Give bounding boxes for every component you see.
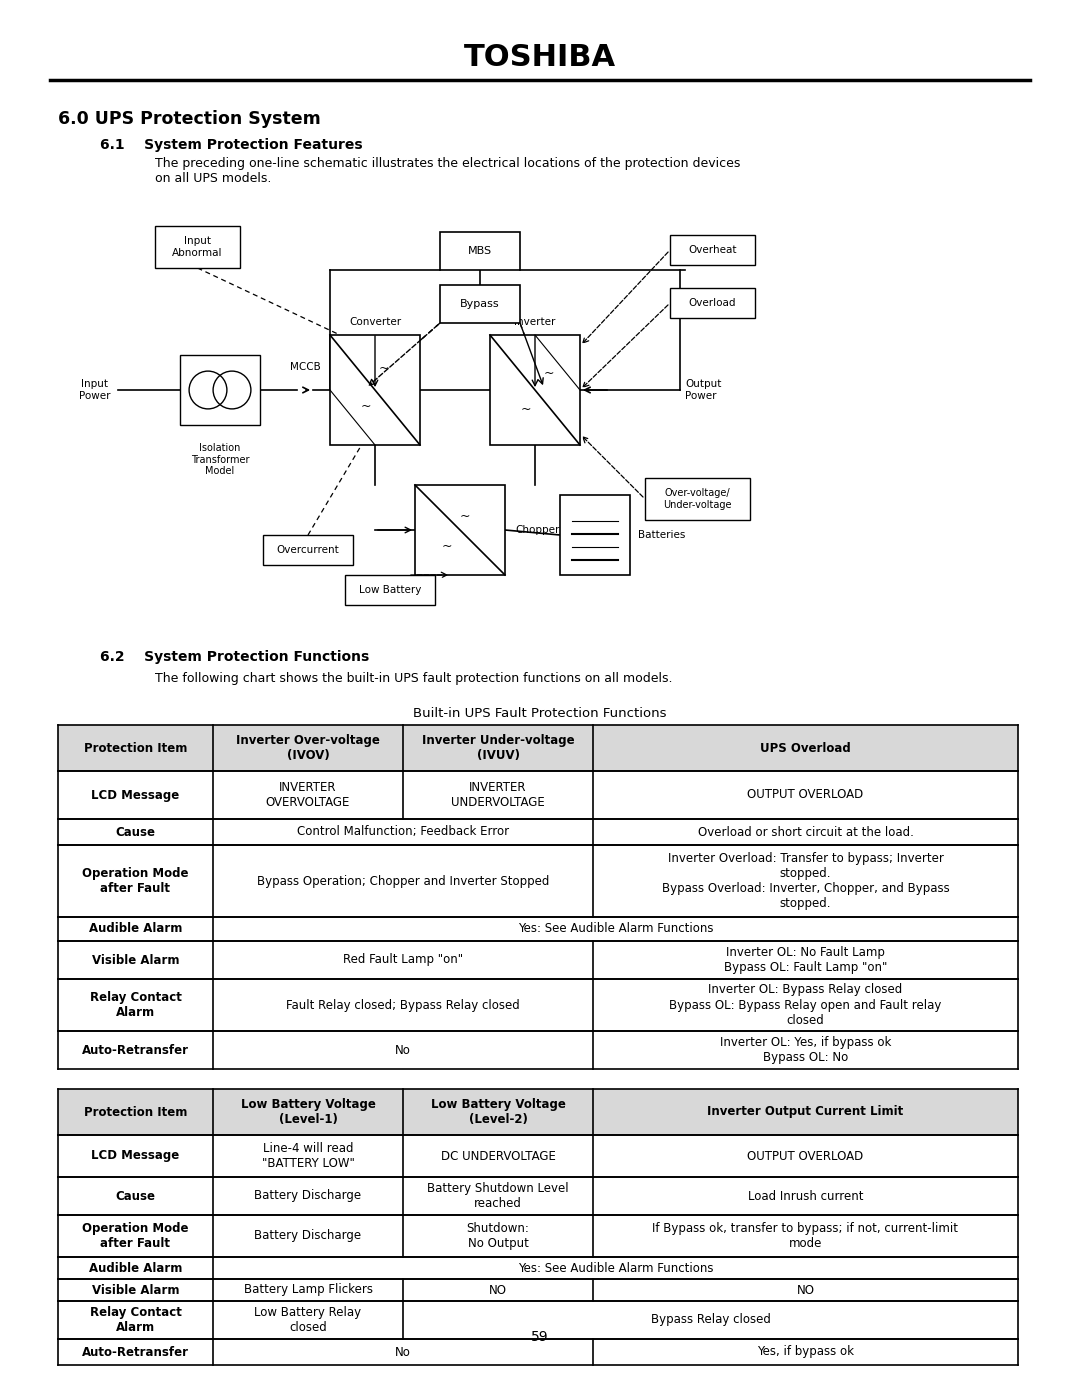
Text: Inverter Under-voltage
(IVUV): Inverter Under-voltage (IVUV) xyxy=(421,733,575,761)
Text: 59: 59 xyxy=(531,1330,549,1344)
Text: Output
Power: Output Power xyxy=(685,379,721,401)
Text: Inverter Over-voltage
(IVOV): Inverter Over-voltage (IVOV) xyxy=(237,733,380,761)
Text: Cause: Cause xyxy=(116,1189,156,1203)
Text: Overcurrent: Overcurrent xyxy=(276,545,339,555)
Text: Low Battery Relay
closed: Low Battery Relay closed xyxy=(255,1306,362,1334)
Text: Shutdown:
No Output: Shutdown: No Output xyxy=(467,1222,529,1250)
Text: Yes: See Audible Alarm Functions: Yes: See Audible Alarm Functions xyxy=(517,1261,713,1274)
Text: LCD Message: LCD Message xyxy=(92,788,179,802)
Bar xyxy=(415,485,505,576)
Text: Line-4 will read
"BATTERY LOW": Line-4 will read "BATTERY LOW" xyxy=(261,1141,354,1171)
Bar xyxy=(345,576,435,605)
Text: Battery Discharge: Battery Discharge xyxy=(255,1189,362,1203)
Bar xyxy=(561,495,630,576)
Text: Battery Lamp Flickers: Battery Lamp Flickers xyxy=(243,1284,373,1296)
Text: TOSHIBA: TOSHIBA xyxy=(464,43,616,73)
Text: Bypass Relay closed: Bypass Relay closed xyxy=(650,1313,770,1327)
Bar xyxy=(156,226,240,268)
Text: Low Battery Voltage
(Level-1): Low Battery Voltage (Level-1) xyxy=(241,1098,376,1126)
Text: Audible Alarm: Audible Alarm xyxy=(89,922,183,936)
Bar xyxy=(440,285,519,323)
Text: Visible Alarm: Visible Alarm xyxy=(92,954,179,967)
Bar xyxy=(490,335,580,446)
Bar xyxy=(670,235,755,265)
Bar xyxy=(58,725,1018,771)
Text: Load Inrush current: Load Inrush current xyxy=(747,1189,863,1203)
Text: Fault Relay closed; Bypass Relay closed: Fault Relay closed; Bypass Relay closed xyxy=(286,999,519,1011)
Text: Inverter Output Current Limit: Inverter Output Current Limit xyxy=(707,1105,904,1119)
Bar xyxy=(440,232,519,270)
Text: NO: NO xyxy=(797,1284,814,1296)
Text: Cause: Cause xyxy=(116,826,156,838)
Text: INVERTER
OVERVOLTAGE: INVERTER OVERVOLTAGE xyxy=(266,781,350,809)
Bar xyxy=(330,335,420,446)
Text: Visible Alarm: Visible Alarm xyxy=(92,1284,179,1296)
Text: Converter: Converter xyxy=(349,317,401,327)
Text: No: No xyxy=(395,1345,410,1358)
Text: Overload or short circuit at the load.: Overload or short circuit at the load. xyxy=(698,826,914,838)
Text: ~: ~ xyxy=(543,367,554,380)
Text: Control Malfunction; Feedback Error: Control Malfunction; Feedback Error xyxy=(297,826,509,838)
Text: Over-voltage/
Under-voltage: Over-voltage/ Under-voltage xyxy=(663,488,732,510)
Text: MCCB: MCCB xyxy=(289,362,321,372)
Text: Low Battery: Low Battery xyxy=(359,585,421,595)
Text: Yes: See Audible Alarm Functions: Yes: See Audible Alarm Functions xyxy=(517,922,713,936)
Text: Batteries: Batteries xyxy=(638,529,686,541)
Text: ~: ~ xyxy=(442,539,451,553)
Text: Operation Mode
after Fault: Operation Mode after Fault xyxy=(82,868,189,895)
Text: Input
Abnormal: Input Abnormal xyxy=(172,236,222,258)
Text: ~: ~ xyxy=(459,510,470,522)
Text: LCD Message: LCD Message xyxy=(92,1150,179,1162)
Text: Relay Contact
Alarm: Relay Contact Alarm xyxy=(90,990,181,1018)
Text: Operation Mode
after Fault: Operation Mode after Fault xyxy=(82,1222,189,1250)
Text: Inverter OL: Yes, if bypass ok
Bypass OL: No: Inverter OL: Yes, if bypass ok Bypass OL… xyxy=(719,1037,891,1065)
Text: Protection Item: Protection Item xyxy=(84,742,187,754)
Text: Battery Shutdown Level
reached: Battery Shutdown Level reached xyxy=(428,1182,569,1210)
Text: 6.2    System Protection Functions: 6.2 System Protection Functions xyxy=(100,650,369,664)
Text: Inverter Overload: Transfer to bypass; Inverter
stopped.
Bypass Overload: Invert: Inverter Overload: Transfer to bypass; I… xyxy=(662,852,949,909)
Text: If Bypass ok, transfer to bypass; if not, current-limit
mode: If Bypass ok, transfer to bypass; if not… xyxy=(652,1222,959,1250)
Text: Inverter OL: Bypass Relay closed
Bypass OL: Bypass Relay open and Fault relay
cl: Inverter OL: Bypass Relay closed Bypass … xyxy=(670,983,942,1027)
Text: Low Battery Voltage
(Level-2): Low Battery Voltage (Level-2) xyxy=(431,1098,566,1126)
Text: Bypass Operation; Chopper and Inverter Stopped: Bypass Operation; Chopper and Inverter S… xyxy=(257,875,550,887)
Bar xyxy=(645,478,750,520)
Text: Bypass: Bypass xyxy=(460,299,500,309)
Text: DC UNDERVOLTAGE: DC UNDERVOLTAGE xyxy=(441,1150,555,1162)
Text: Chopper: Chopper xyxy=(515,525,559,535)
Text: The following chart shows the built-in UPS fault protection functions on all mod: The following chart shows the built-in U… xyxy=(156,672,673,685)
Text: OUTPUT OVERLOAD: OUTPUT OVERLOAD xyxy=(747,1150,864,1162)
Text: Overload: Overload xyxy=(689,298,737,307)
Text: Input
Power: Input Power xyxy=(79,379,111,401)
Text: Protection Item: Protection Item xyxy=(84,1105,187,1119)
Bar xyxy=(58,1090,1018,1134)
Text: Auto-Retransfer: Auto-Retransfer xyxy=(82,1345,189,1358)
Text: ~: ~ xyxy=(521,404,531,416)
Bar xyxy=(670,288,755,319)
Text: Overheat: Overheat xyxy=(688,244,737,256)
Bar xyxy=(180,355,260,425)
Text: ~: ~ xyxy=(379,362,389,374)
Text: OUTPUT OVERLOAD: OUTPUT OVERLOAD xyxy=(747,788,864,802)
Bar xyxy=(264,535,353,564)
Text: Yes, if bypass ok: Yes, if bypass ok xyxy=(757,1345,854,1358)
Text: Inverter OL: No Fault Lamp
Bypass OL: Fault Lamp "on": Inverter OL: No Fault Lamp Bypass OL: Fa… xyxy=(724,946,887,974)
Text: No: No xyxy=(395,1044,410,1056)
Text: Inverter: Inverter xyxy=(514,317,556,327)
Text: INVERTER
UNDERVOLTAGE: INVERTER UNDERVOLTAGE xyxy=(451,781,545,809)
Text: Audible Alarm: Audible Alarm xyxy=(89,1261,183,1274)
Text: Battery Discharge: Battery Discharge xyxy=(255,1229,362,1242)
Text: UPS Overload: UPS Overload xyxy=(760,742,851,754)
Text: Isolation
Transformer
Model: Isolation Transformer Model xyxy=(191,443,249,476)
Text: Auto-Retransfer: Auto-Retransfer xyxy=(82,1044,189,1056)
Text: 6.1    System Protection Features: 6.1 System Protection Features xyxy=(100,138,363,152)
Text: Relay Contact
Alarm: Relay Contact Alarm xyxy=(90,1306,181,1334)
Text: NO: NO xyxy=(489,1284,507,1296)
Text: 6.0 UPS Protection System: 6.0 UPS Protection System xyxy=(58,110,321,129)
Text: The preceding one-line schematic illustrates the electrical locations of the pro: The preceding one-line schematic illustr… xyxy=(156,156,741,184)
Text: Built-in UPS Fault Protection Functions: Built-in UPS Fault Protection Functions xyxy=(414,707,666,719)
Text: Red Fault Lamp "on": Red Fault Lamp "on" xyxy=(343,954,463,967)
Text: ~: ~ xyxy=(361,400,372,414)
Text: MBS: MBS xyxy=(468,246,492,256)
